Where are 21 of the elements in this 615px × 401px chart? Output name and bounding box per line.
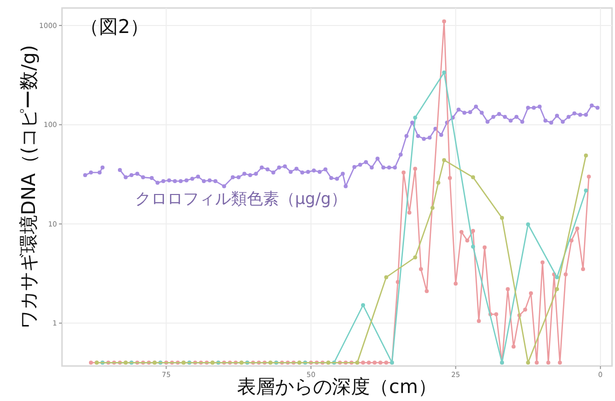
point — [430, 206, 435, 210]
point — [584, 188, 588, 193]
point — [526, 222, 530, 226]
point — [555, 275, 559, 280]
y-axis-title: ワカサギ環境DNA（(コピー数/g) — [18, 44, 40, 330]
point — [436, 180, 440, 185]
point — [526, 360, 530, 365]
point — [555, 287, 559, 292]
series-label: クロロフィル類色素（μg/g） — [135, 189, 347, 208]
x-axis-title: 表層からの深度（cm） — [237, 376, 437, 398]
chart-title: （図2） — [80, 16, 150, 38]
point — [413, 116, 418, 120]
point — [500, 216, 504, 220]
point — [584, 153, 588, 158]
point — [384, 275, 388, 280]
point — [413, 255, 418, 260]
point — [442, 158, 446, 162]
point — [471, 244, 476, 249]
point — [442, 70, 446, 74]
point — [361, 303, 366, 308]
point — [471, 175, 476, 180]
